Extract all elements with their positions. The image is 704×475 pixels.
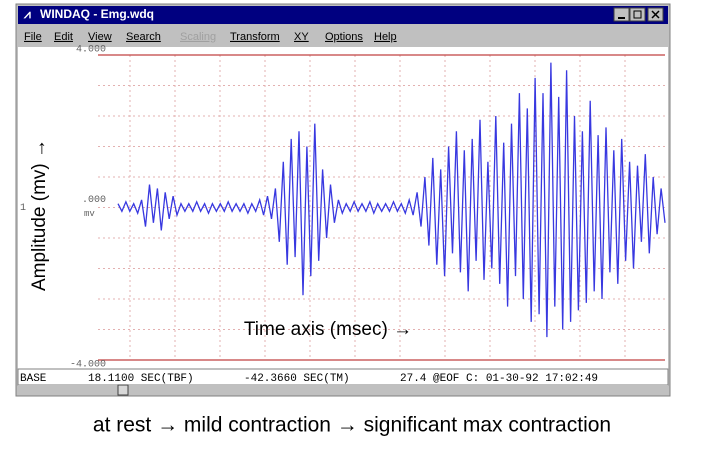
window-buttons[interactable] — [613, 7, 664, 22]
menu-item[interactable]: Help — [374, 31, 397, 43]
menu-item[interactable]: Transform — [230, 31, 280, 43]
scrollbar[interactable] — [18, 385, 668, 395]
channel-label: 1 — [20, 203, 26, 214]
signal-trace — [117, 62, 666, 338]
x-axis-label: Time axis (msec) → — [244, 319, 412, 340]
status-text: 27.4 @EOF C: 01-30-92 17:02:49 — [400, 373, 598, 385]
window-title: WINDAQ - Emg.wdq — [40, 7, 154, 21]
plot: 4.000 .000 -4.000 mv 1 Amplitude (mv) → Time a… — [20, 45, 666, 371]
status-text: -42.3660 SEC(TM) — [244, 373, 350, 385]
y-tick-label: -4.000 — [70, 360, 106, 371]
minimize-button[interactable] — [613, 7, 630, 22]
y-tick-label: .000 — [82, 195, 106, 206]
menu-bar: File Edit View Search Scaling Transform XY Opti… — [24, 31, 397, 43]
caption: at rest → mild contraction → significant… — [93, 414, 611, 437]
window-icon: ⩘ — [23, 7, 31, 21]
y-axis-label: Amplitude (mv) → — [29, 139, 50, 291]
close-glyph — [651, 10, 660, 19]
y-tick-label: 4.000 — [76, 45, 106, 56]
status-text: 18.1100 SEC(TBF) — [88, 373, 194, 385]
status-texts: BASE 18.1100 SEC(TBF) -42.3660 SEC(TM) 27.4… — [20, 373, 598, 385]
menu-item[interactable]: View — [88, 31, 112, 43]
menu-item[interactable]: Edit — [54, 31, 73, 43]
menu-item[interactable]: Search — [126, 31, 161, 43]
scroll-thumb[interactable] — [117, 384, 129, 396]
y-unit: mv — [84, 209, 95, 219]
menu-item[interactable]: XY — [294, 31, 309, 43]
menu-item[interactable]: Scaling — [180, 31, 216, 43]
menu-item[interactable]: File — [24, 31, 42, 43]
maximize-glyph — [633, 10, 642, 19]
menu-item[interactable]: Options — [325, 31, 363, 43]
title-bar — [18, 6, 668, 24]
status-text: BASE — [20, 373, 47, 385]
maximize-button[interactable] — [629, 7, 646, 22]
